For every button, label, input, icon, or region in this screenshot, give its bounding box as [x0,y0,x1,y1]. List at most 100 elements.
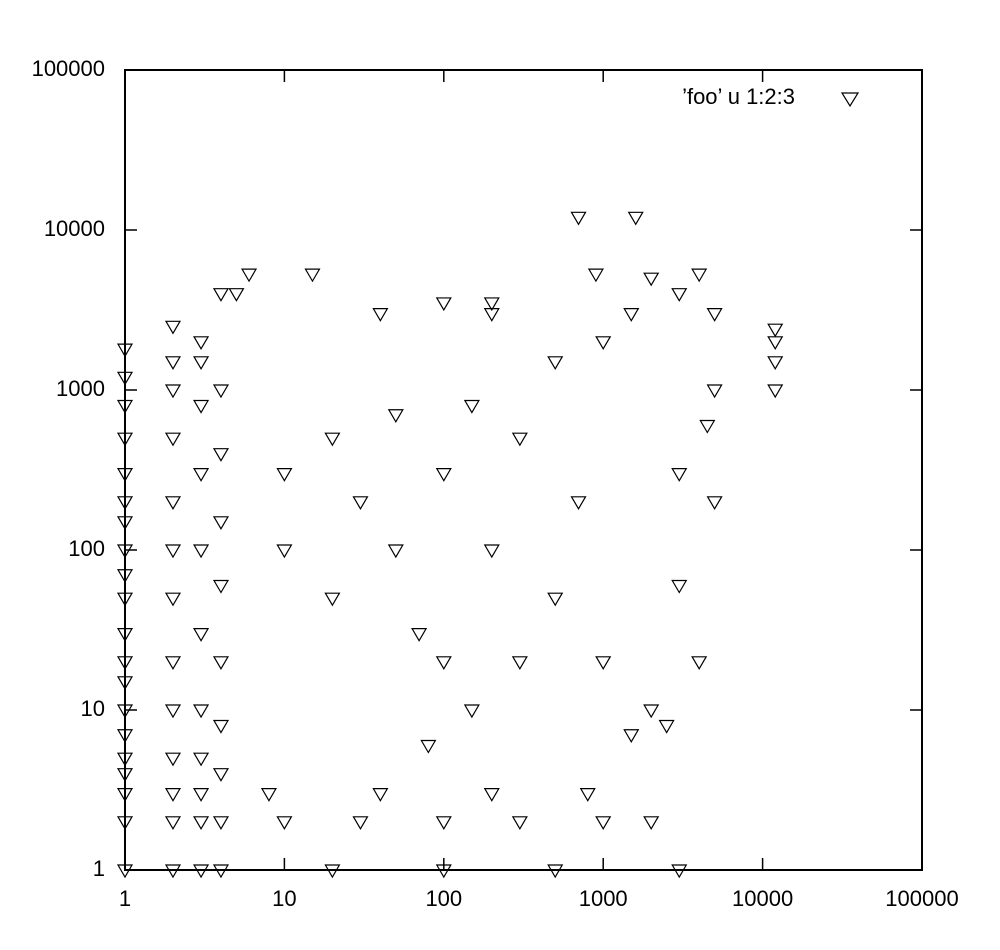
point [193,864,210,879]
point [212,516,230,531]
point [212,288,230,302]
point [324,432,341,447]
point [193,356,210,371]
point [193,628,210,642]
point [164,432,182,447]
point [435,656,452,671]
point [767,323,784,338]
point [627,211,644,226]
point [164,656,182,671]
point [116,371,134,386]
point [164,384,182,399]
x-tick-label: 1000 [579,886,628,911]
point [767,384,784,399]
x-tick-label: 10000 [732,886,793,911]
point [435,864,452,879]
point [511,656,528,671]
point [587,268,604,283]
point [372,308,389,322]
point [212,864,230,879]
y-tick-label: 10000 [44,216,105,241]
point [547,864,564,879]
point [463,399,480,414]
y-tick-label: 10 [81,696,105,721]
point [387,409,404,423]
x-tick-label: 100 [425,886,462,911]
point [212,448,230,462]
point [435,468,452,482]
point [164,544,182,559]
point [212,719,230,734]
point [193,704,210,719]
point [240,268,258,283]
point [643,816,660,831]
point [691,268,708,283]
point [116,628,134,642]
point [228,288,245,302]
point [164,752,182,767]
point [435,297,452,312]
point [116,516,134,531]
point [116,656,134,671]
point [595,336,612,351]
point [164,592,182,607]
point [623,729,640,743]
point [658,719,675,734]
point [164,816,182,831]
point [706,384,723,399]
point [116,768,134,782]
point [164,496,182,511]
point [463,704,480,719]
point [116,704,134,719]
point [435,816,452,831]
point [511,816,528,831]
point [116,592,134,607]
point [212,384,230,399]
point [767,336,784,351]
point [547,356,564,371]
point [570,211,587,226]
point [324,592,341,607]
point [164,704,182,719]
y-tick-label: 100000 [32,56,105,81]
point [706,308,723,322]
point [116,729,134,743]
point [483,544,500,559]
plot-frame [124,69,923,871]
point [116,496,134,511]
point [352,496,369,511]
y-tick-label: 1000 [56,376,105,401]
point [570,496,587,511]
point [116,569,134,583]
point [547,592,564,607]
point [116,864,134,879]
point [304,268,321,283]
point [671,288,688,302]
point [116,752,134,767]
point [483,297,500,312]
point [671,864,688,879]
point [116,432,134,447]
point [116,399,134,414]
point [595,656,612,671]
point [116,468,134,482]
x-tick-label: 100000 [885,886,958,911]
point [643,272,660,287]
y-tick-label: 100 [68,536,105,561]
point [164,320,182,335]
point [420,739,437,754]
point [212,816,230,831]
point [643,704,660,719]
point [691,656,708,671]
point [193,788,210,802]
point [193,752,210,767]
point [193,468,210,482]
point [483,308,500,322]
point [579,788,596,802]
point [164,356,182,371]
point [276,544,293,559]
point [671,579,688,594]
point [260,788,277,802]
point [116,343,134,358]
point [212,768,230,782]
